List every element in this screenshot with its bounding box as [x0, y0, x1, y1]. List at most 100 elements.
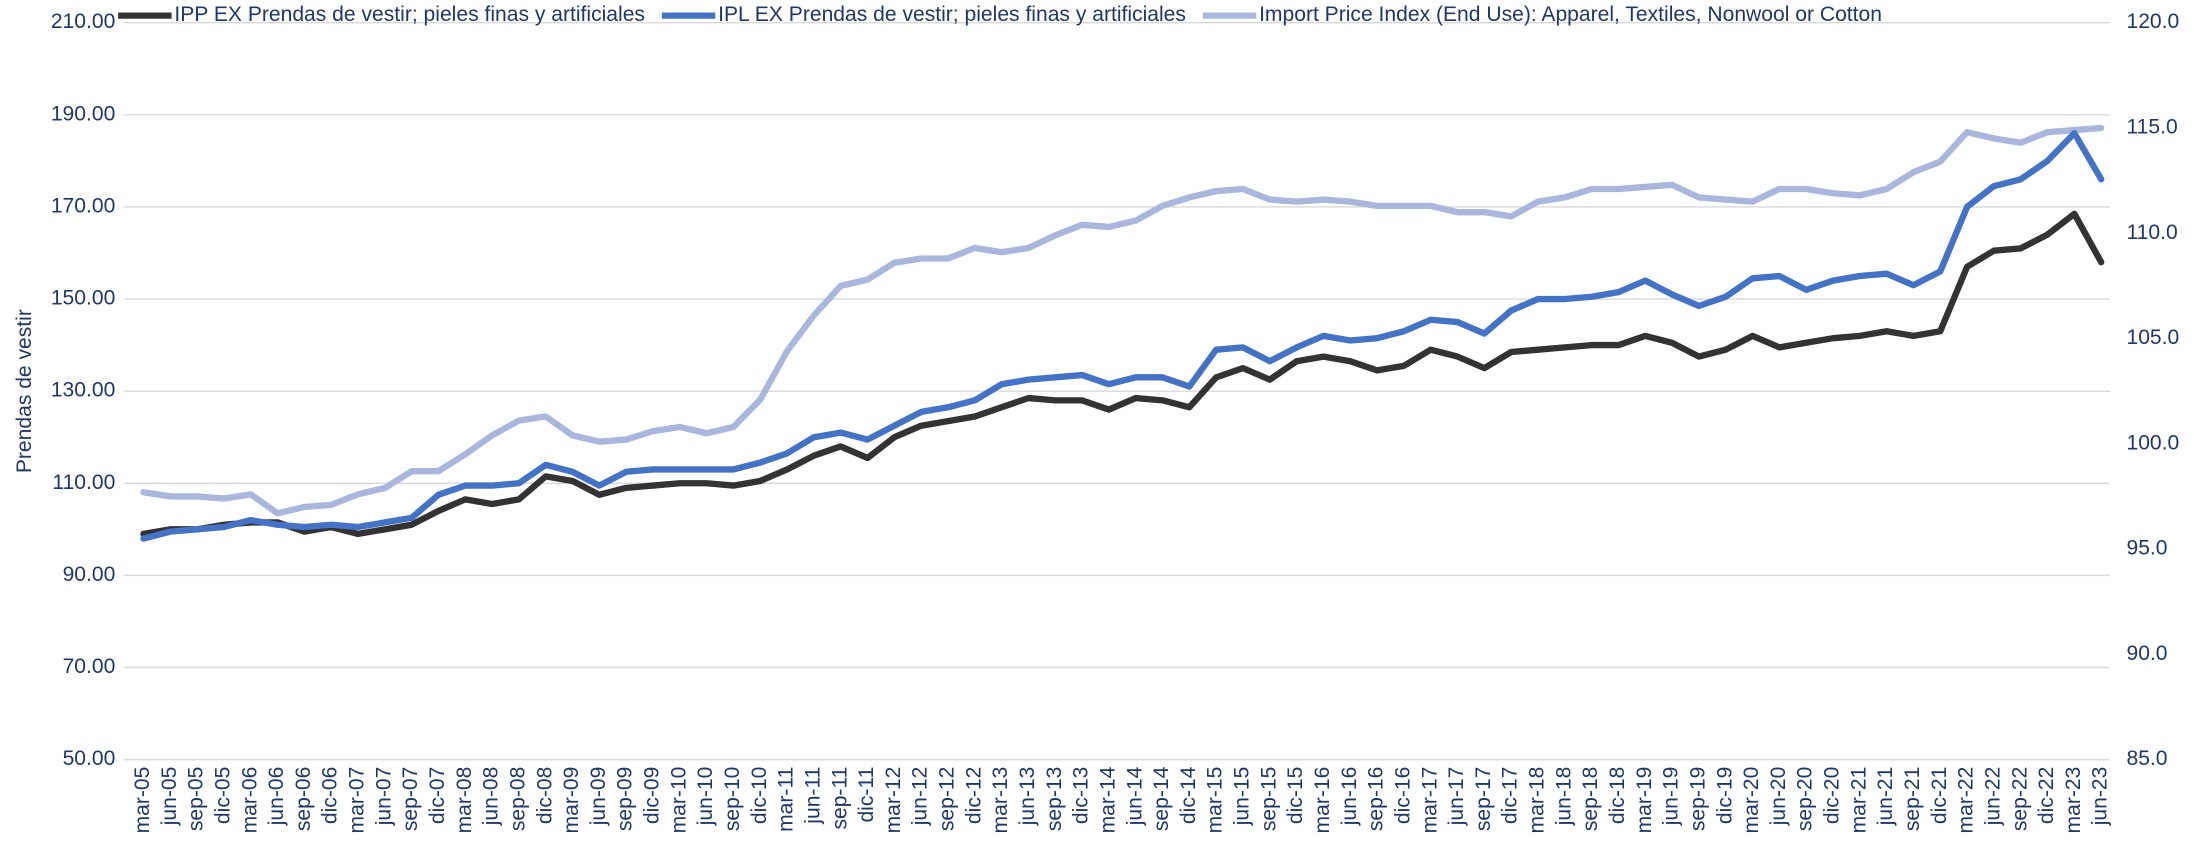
- y2-tick-label: 120.0: [2126, 10, 2179, 33]
- legend-label: IPP EX Prendas de vestir; pieles finas y…: [174, 3, 645, 26]
- x-tick-label: mar-22: [1955, 767, 1978, 834]
- x-tick-label: dic-13: [1070, 767, 1093, 824]
- legend-label: Import Price Index (End Use): Apparel, T…: [1259, 3, 1882, 26]
- x-tick-label: mar-10: [667, 767, 690, 834]
- x-tick-label: dic-05: [211, 767, 234, 824]
- x-tick-label: jun-20: [1767, 767, 1790, 827]
- x-tick-label: jun-21: [1874, 767, 1897, 827]
- x-tick-label: mar-18: [1526, 767, 1549, 834]
- x-tick-label: sep-17: [1472, 767, 1495, 831]
- y-tick-label: 210.00: [51, 10, 115, 33]
- x-tick-label: mar-15: [1204, 767, 1227, 834]
- x-tick-label: sep-08: [506, 767, 529, 831]
- x-tick-label: jun-23: [2089, 767, 2112, 827]
- x-tick-label: jun-05: [158, 767, 181, 827]
- x-tick-label: jun-10: [694, 767, 717, 827]
- chart: Prendas de vestir 50.00 70.00 90.00 110.00 1…: [0, 0, 2194, 847]
- x-tick-label: sep-19: [1686, 767, 1709, 831]
- x-tick-label: sep-20: [1794, 767, 1817, 831]
- y-tick-label: 70.00: [63, 655, 116, 678]
- x-tick-label: dic-06: [319, 767, 342, 824]
- y2-tick-label: 110.0: [2126, 221, 2177, 244]
- x-tick-label: dic-12: [962, 767, 985, 824]
- x-tick-label: mar-14: [1096, 766, 1119, 833]
- x-tick-label: mar-21: [1847, 767, 1870, 834]
- x-tick-label: jun-19: [1660, 767, 1683, 827]
- x-tick-label: jun-18: [1552, 767, 1575, 827]
- x-tick-label: dic-15: [1284, 767, 1307, 824]
- x-tick-label: sep-21: [1901, 767, 1924, 831]
- y2-tick-label: 115.0: [2126, 116, 2177, 139]
- x-tick-label: mar-13: [989, 767, 1012, 834]
- x-tick-label: dic-20: [1821, 767, 1844, 824]
- x-tick-label: sep-16: [1365, 767, 1388, 831]
- x-tick-label: mar-19: [1633, 767, 1656, 834]
- x-tick-label: sep-22: [2008, 767, 2031, 831]
- x-tick-label: dic-18: [1606, 767, 1629, 824]
- x-tick-label: jun-22: [1981, 767, 2004, 827]
- x-tick-label: sep-11: [828, 767, 851, 830]
- x-tick-label: mar-17: [1418, 767, 1441, 834]
- x-tick-label: mar-06: [238, 767, 261, 834]
- x-tick-label: sep-12: [936, 767, 959, 831]
- y2-tick-label: 90.0: [2126, 642, 2167, 665]
- x-tick-label: jun-08: [480, 767, 503, 827]
- x-tick-label: dic-08: [533, 767, 556, 824]
- x-tick-label: jun-13: [1016, 767, 1039, 827]
- y-tick-label: 150.00: [51, 287, 115, 310]
- x-tick-label: sep-07: [399, 767, 422, 831]
- x-tick-label: sep-09: [614, 767, 637, 831]
- series-line: [143, 214, 2101, 534]
- x-tick-label: jun-14: [1123, 766, 1146, 826]
- y-tick-label: 110.00: [52, 471, 115, 494]
- x-tick-label: sep-10: [721, 767, 744, 831]
- y2-tick-label: 100.0: [2126, 431, 2179, 454]
- y-axis-title: Prendas de vestir: [13, 309, 36, 473]
- x-tick-label: sep-05: [185, 767, 208, 831]
- x-tick-label: jun-15: [1231, 767, 1254, 827]
- x-tick-label: mar-20: [1740, 767, 1763, 834]
- legend-label: IPL EX Prendas de vestir; pieles finas y…: [718, 3, 1186, 26]
- x-tick-label: dic-17: [1499, 767, 1522, 824]
- x-tick-label: mar-12: [882, 767, 905, 834]
- x-tick-label: mar-05: [131, 767, 154, 834]
- x-tick-label: dic-22: [2035, 767, 2058, 824]
- series-line: [143, 128, 2101, 513]
- x-tick-label: dic-16: [1391, 767, 1414, 824]
- x-tick-label: sep-18: [1579, 767, 1602, 831]
- x-tick-label: jun-16: [1338, 767, 1361, 827]
- x-tick-label: sep-06: [292, 767, 315, 831]
- x-tick-label: mar-16: [1311, 767, 1334, 834]
- y-tick-label: 50.00: [63, 747, 116, 770]
- x-tick-label: dic-14: [1177, 766, 1200, 824]
- series-line: [143, 133, 2101, 538]
- x-tick-label: mar-23: [2062, 767, 2085, 834]
- y-tick-label: 90.00: [63, 563, 116, 586]
- x-tick-label: sep-13: [1043, 767, 1066, 831]
- x-tick-label: jun-09: [587, 767, 610, 827]
- x-tick-label: dic-07: [426, 767, 449, 824]
- x-tick-label: mar-11: [775, 767, 798, 832]
- y2-tick-label: 105.0: [2126, 326, 2179, 349]
- page: Prendas de vestir 50.00 70.00 90.00 110.00 1…: [0, 0, 2194, 847]
- x-tick-label: mar-09: [560, 767, 583, 834]
- x-tick-label: dic-10: [748, 767, 771, 824]
- x-tick-label: dic-09: [641, 767, 664, 824]
- x-tick-label: dic-11: [855, 767, 878, 823]
- x-tick-label: dic-21: [1928, 767, 1951, 824]
- x-tick-label: jun-17: [1445, 767, 1468, 827]
- x-tick-label: jun-12: [909, 767, 932, 827]
- y-tick-label: 130.00: [51, 379, 115, 402]
- x-tick-label: mar-08: [453, 767, 476, 834]
- x-tick-label: dic-19: [1713, 767, 1736, 824]
- x-tick-label: jun-07: [372, 767, 395, 827]
- y-tick-label: 170.00: [51, 194, 115, 217]
- x-tick-label: jun-11: [801, 767, 824, 825]
- x-tick-label: sep-15: [1257, 767, 1280, 831]
- y2-tick-label: 95.0: [2126, 537, 2167, 560]
- x-tick-label: sep-14: [1150, 766, 1173, 831]
- y-tick-label: 190.00: [51, 102, 115, 125]
- y2-tick-label: 85.0: [2126, 747, 2167, 770]
- x-tick-label: mar-07: [346, 767, 369, 834]
- x-tick-label: jun-06: [265, 767, 288, 827]
